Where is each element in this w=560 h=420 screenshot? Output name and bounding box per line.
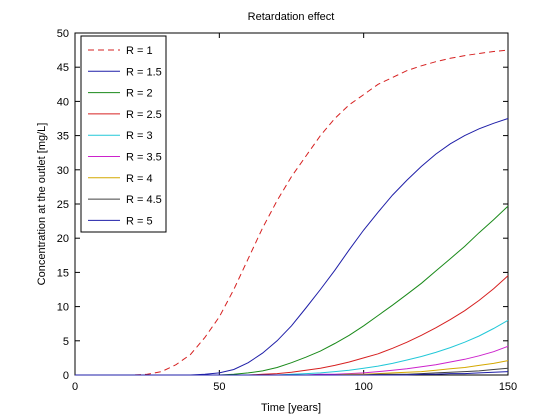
y-axis-ticks: 0 5 10 15 20 25 30 35 40 45 50 <box>57 28 508 382</box>
legend-label: R = 2.5 <box>126 109 162 121</box>
y-tick-label: 30 <box>57 165 69 177</box>
x-tick-label: 100 <box>354 381 372 393</box>
legend-label: R = 3.5 <box>126 152 162 164</box>
y-tick-label: 20 <box>57 233 69 245</box>
series-lines <box>75 49 509 376</box>
chart-title: Retardation effect <box>248 11 335 23</box>
x-tick-label: 150 <box>499 381 517 393</box>
legend-label: R = 4 <box>126 173 153 185</box>
x-tick-label: 50 <box>213 381 225 393</box>
y-tick-label: 35 <box>57 131 69 143</box>
y-tick-label: 45 <box>57 62 69 74</box>
y-tick-label: 25 <box>57 199 69 211</box>
y-tick-label: 0 <box>63 370 69 382</box>
y-tick-label: 5 <box>63 336 69 348</box>
y-axis-label: Concentration at the outlet [mg/L] <box>36 123 48 286</box>
legend-label: R = 1.5 <box>126 66 162 78</box>
legend-label: R = 3 <box>126 130 153 142</box>
y-tick-label: 15 <box>57 267 69 279</box>
x-tick-label: 0 <box>72 381 78 393</box>
legend-label: R = 2 <box>126 88 153 100</box>
legend: R = 1 R = 1.5 R = 2 R = 2.5 R = 3 R = 3.5 R = … <box>80 35 167 233</box>
y-tick-label: 10 <box>57 302 69 314</box>
series-line-9 <box>75 371 509 376</box>
y-tick-label: 40 <box>57 96 69 108</box>
y-tick-label: 50 <box>57 28 69 40</box>
series-line-1 <box>75 49 509 376</box>
legend-label: R = 5 <box>126 215 153 227</box>
legend-label: R = 1 <box>126 45 153 57</box>
legend-label: R = 4.5 <box>126 194 162 206</box>
x-axis-label: Time [years] <box>261 402 321 414</box>
